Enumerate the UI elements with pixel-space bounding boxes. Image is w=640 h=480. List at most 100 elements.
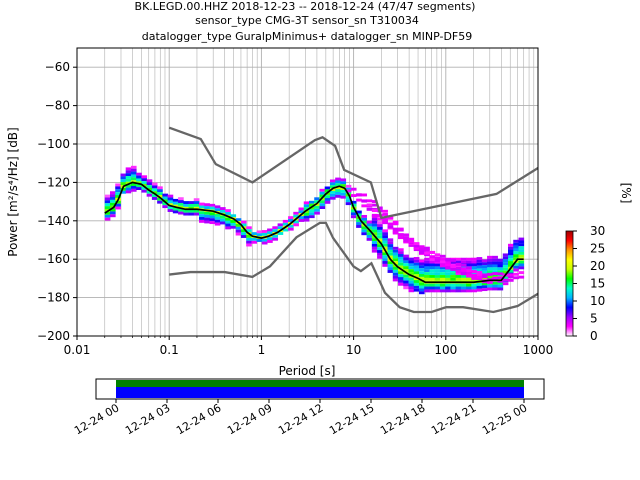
title-line-2: sensor_type CMG-3T sensor_sn T310034 [195,14,419,27]
heatmap-cell [413,285,420,289]
heatmap-cell [377,252,383,256]
heatmap-cell [398,265,404,269]
colorbar-tick-label: 25 [590,242,605,256]
heatmap-cell [371,246,378,250]
heatmap-cell [413,242,420,246]
heatmap-cell [314,197,320,201]
heatmap-cell [502,253,509,257]
heatmap-cell [109,214,116,218]
heatmap-cell [240,223,247,227]
heatmap-cell [329,188,336,192]
heatmap-cell [455,289,462,293]
colorbar-tick-label: 30 [590,224,605,238]
heatmap-cell [502,276,509,280]
heatmap-cell [109,208,116,212]
heatmap-cell [329,185,336,189]
heatmap-cell [413,259,420,263]
heatmap-cell [151,191,158,195]
heatmap-cell [518,249,525,253]
heatmap-cell [261,232,268,236]
heatmap-cell [193,209,200,213]
heatmap-cell [104,194,111,198]
heatmap-cell [240,232,247,236]
heatmap-cell [130,168,137,172]
heatmap-cell [366,207,373,211]
heatmap-cell [225,223,231,227]
heatmap-cell [513,276,519,280]
heatmap-cell [418,276,425,280]
heatmap-cell [303,215,310,219]
heatmap-cell [136,181,142,185]
y-tick-label: −120 [37,175,70,189]
heatmap-cell [136,187,142,190]
heatmap-cell [481,262,488,266]
heatmap-cell [439,260,446,264]
heatmap-cell [408,266,415,270]
heatmap-cell [398,271,404,275]
heatmap-cell [455,286,462,290]
mode-curve [104,181,524,284]
time-tick-label: 12-24 00 [72,401,121,437]
heatmap-cell [403,239,409,243]
heatmap-cell [439,264,446,268]
heatmap-cell [403,237,409,240]
heatmap-cell [146,190,153,194]
heatmap-cell [424,246,430,250]
heatmap-cell [183,203,189,207]
heatmap-cell [204,203,210,207]
heatmap-cell [162,196,168,200]
heatmap-cell [487,255,493,259]
heatmap-cell [235,218,242,222]
heatmap-cell [408,240,415,243]
heatmap-cell [314,211,320,215]
heatmap-cell [518,254,525,258]
heatmap-cell [455,260,462,264]
heatmap-cell [382,220,388,224]
heatmap-cell [413,271,420,275]
heatmap-cell [392,272,399,276]
heatmap-cell [214,219,221,223]
heatmap-cell [230,222,237,226]
heatmap-cell [497,258,504,262]
heatmap-cell [251,240,258,244]
heatmap-cell [413,268,420,272]
heatmap-cell [104,206,111,210]
heatmap-cell [157,192,163,195]
y-tick-label: −160 [37,252,70,266]
heatmap-cell [471,260,477,264]
heatmap-cell [424,277,430,281]
heatmap-cell [130,174,137,178]
heatmap-cell [487,276,493,279]
heatmap-cell [439,269,446,273]
heatmap-cell [377,229,383,233]
heatmap-cell [502,267,509,271]
heatmap-cell [418,282,425,286]
heatmap-cell [408,280,415,284]
heatmap-cell [413,248,420,252]
heatmap-cell [408,272,415,275]
heatmap-cell [377,227,383,230]
heatmap-cell [157,189,163,193]
heatmap-cell [377,217,383,221]
heatmap-cell [513,254,519,258]
heatmap-cell [387,241,394,245]
heatmap-cell [398,274,404,278]
heatmap-cell [382,243,388,247]
heatmap-cell [418,285,425,289]
heatmap-cell [487,264,493,268]
heatmap-cell [172,210,179,214]
heatmap-cell [429,263,436,267]
heatmap-cell [439,272,446,276]
heatmap-cell [466,289,472,293]
heatmap-cell [324,189,331,193]
heatmap-cell [387,255,394,259]
heatmap-cell [272,229,278,233]
heatmap-cell [418,245,425,249]
heatmap-cell [267,228,273,232]
heatmap-cell [403,269,409,272]
heatmap-cell [361,232,368,236]
heatmap-cell [162,205,168,209]
time-axis-ticks: 12-24 00 12-24 03 12-24 06 12-24 09 12-24 12… [72,399,530,437]
heatmap-cell [466,286,472,290]
heatmap-cell [329,182,336,186]
